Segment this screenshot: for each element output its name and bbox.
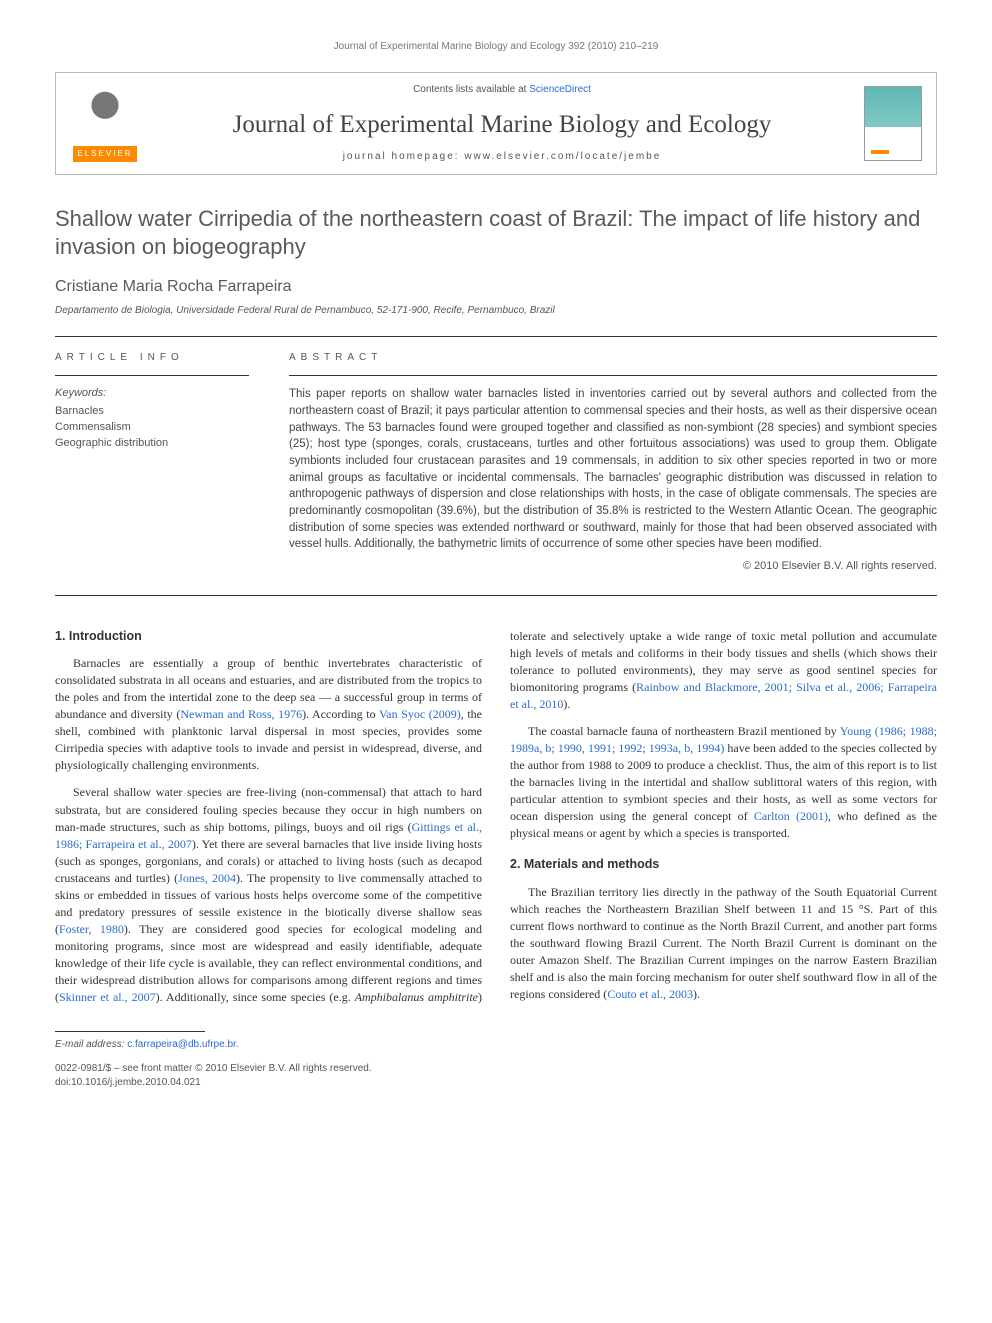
journal-name: Journal of Experimental Marine Biology a… (140, 107, 864, 142)
section-1-heading: 1. Introduction (55, 628, 482, 646)
contents-lists-line: Contents lists available at ScienceDirec… (140, 83, 864, 97)
citation-link[interactable]: Couto et al., 2003 (607, 987, 693, 1001)
homepage-prefix: journal homepage: (343, 151, 465, 162)
meta-rule (55, 375, 249, 376)
author-name: Cristiane Maria Rocha Farrapeira (55, 276, 937, 298)
keyword: Barnacles (55, 404, 249, 420)
abstract-label: ABSTRACT (289, 351, 937, 365)
homepage-url: www.elsevier.com/locate/jembe (464, 151, 661, 162)
text-run: ). According to (302, 707, 379, 721)
text-run: ). (693, 987, 700, 1001)
journal-masthead: ELSEVIER Contents lists available at Sci… (55, 72, 937, 175)
running-head: Journal of Experimental Marine Biology a… (55, 40, 937, 54)
text-run: The coastal barnacle fauna of northeaste… (528, 724, 840, 738)
doi-line: doi:10.1016/j.jembe.2010.04.021 (55, 1076, 937, 1090)
article-title: Shallow water Cirripedia of the northeas… (55, 205, 937, 260)
text-run: The Brazilian territory lies directly in… (510, 885, 937, 1001)
article-body: 1. Introduction Barnacles are essentiall… (55, 628, 937, 1010)
keywords-list: Barnacles Commensalism Geographic distri… (55, 404, 249, 452)
body-paragraph: The Brazilian territory lies directly in… (510, 884, 937, 1003)
article-meta-block: ARTICLE INFO Keywords: Barnacles Commens… (55, 336, 937, 595)
author-affiliation: Departamento de Biologia, Universidade F… (55, 304, 937, 318)
citation-link[interactable]: Newman and Ross, 1976 (180, 707, 302, 721)
keywords-heading: Keywords: (55, 386, 249, 401)
elsevier-tree-icon (76, 85, 134, 143)
page-footer: E-mail address: c.farrapeira@db.ufrpe.br… (55, 1031, 937, 1090)
article-info-label: ARTICLE INFO (55, 351, 249, 365)
species-name: Amphibalanus amphitrite (355, 990, 478, 1004)
publisher-logo-block: ELSEVIER (70, 85, 140, 161)
copyright-line: © 2010 Elsevier B.V. All rights reserved… (289, 559, 937, 574)
sciencedirect-link[interactable]: ScienceDirect (529, 84, 591, 95)
section-2-heading: 2. Materials and methods (510, 856, 937, 874)
publisher-label: ELSEVIER (73, 146, 136, 161)
issn-line: 0022-0981/$ – see front matter © 2010 El… (55, 1062, 937, 1076)
text-run: ). Additionally, since some species (e.g… (156, 990, 355, 1004)
citation-link[interactable]: Carlton (2001) (754, 809, 828, 823)
citation-link[interactable]: Jones, 2004 (178, 871, 236, 885)
citation-link[interactable]: Skinner et al., 2007 (59, 990, 156, 1004)
footer-rule (55, 1031, 205, 1032)
citation-link[interactable]: Van Syoc (2009) (379, 707, 461, 721)
contents-prefix: Contents lists available at (413, 84, 529, 95)
abstract-text: This paper reports on shallow water barn… (289, 386, 937, 553)
author-email-link[interactable]: c.farrapeira@db.ufrpe.br (127, 1039, 236, 1050)
journal-cover-thumbnail (864, 86, 922, 161)
homepage-line: journal homepage: www.elsevier.com/locat… (140, 150, 864, 164)
corresponding-email-line: E-mail address: c.farrapeira@db.ufrpe.br… (55, 1038, 937, 1052)
body-paragraph: Barnacles are essentially a group of ben… (55, 655, 482, 774)
keyword: Geographic distribution (55, 436, 249, 452)
abstract-rule (289, 375, 937, 376)
text-run: ). (563, 697, 570, 711)
email-label: E-mail address: (55, 1039, 127, 1050)
keyword: Commensalism (55, 420, 249, 436)
body-paragraph: The coastal barnacle fauna of northeaste… (510, 723, 937, 842)
citation-link[interactable]: Foster, 1980 (59, 922, 124, 936)
